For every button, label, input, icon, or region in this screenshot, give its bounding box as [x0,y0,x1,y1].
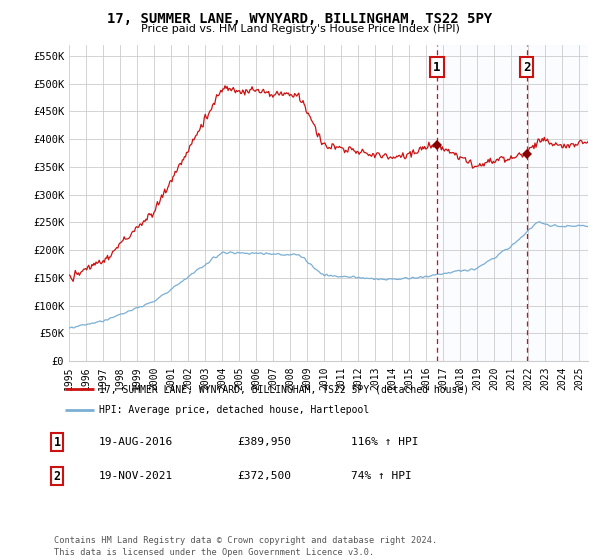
Text: 2: 2 [53,469,61,483]
Text: 19-NOV-2021: 19-NOV-2021 [99,471,173,481]
Text: 17, SUMMER LANE, WYNYARD, BILLINGHAM, TS22 5PY (detached house): 17, SUMMER LANE, WYNYARD, BILLINGHAM, TS… [99,384,469,394]
Text: £389,950: £389,950 [237,437,291,447]
Text: Contains HM Land Registry data © Crown copyright and database right 2024.
This d: Contains HM Land Registry data © Crown c… [54,536,437,557]
Text: 2: 2 [523,60,530,73]
Text: 74% ↑ HPI: 74% ↑ HPI [351,471,412,481]
Text: 19-AUG-2016: 19-AUG-2016 [99,437,173,447]
Bar [437,45,588,361]
Text: Price paid vs. HM Land Registry's House Price Index (HPI): Price paid vs. HM Land Registry's House … [140,24,460,34]
Text: HPI: Average price, detached house, Hartlepool: HPI: Average price, detached house, Hart… [99,405,369,416]
Text: 17, SUMMER LANE, WYNYARD, BILLINGHAM, TS22 5PY: 17, SUMMER LANE, WYNYARD, BILLINGHAM, TS… [107,12,493,26]
Text: 1: 1 [53,436,61,449]
Text: 1: 1 [433,60,441,73]
Text: 116% ↑ HPI: 116% ↑ HPI [351,437,419,447]
Text: £372,500: £372,500 [237,471,291,481]
